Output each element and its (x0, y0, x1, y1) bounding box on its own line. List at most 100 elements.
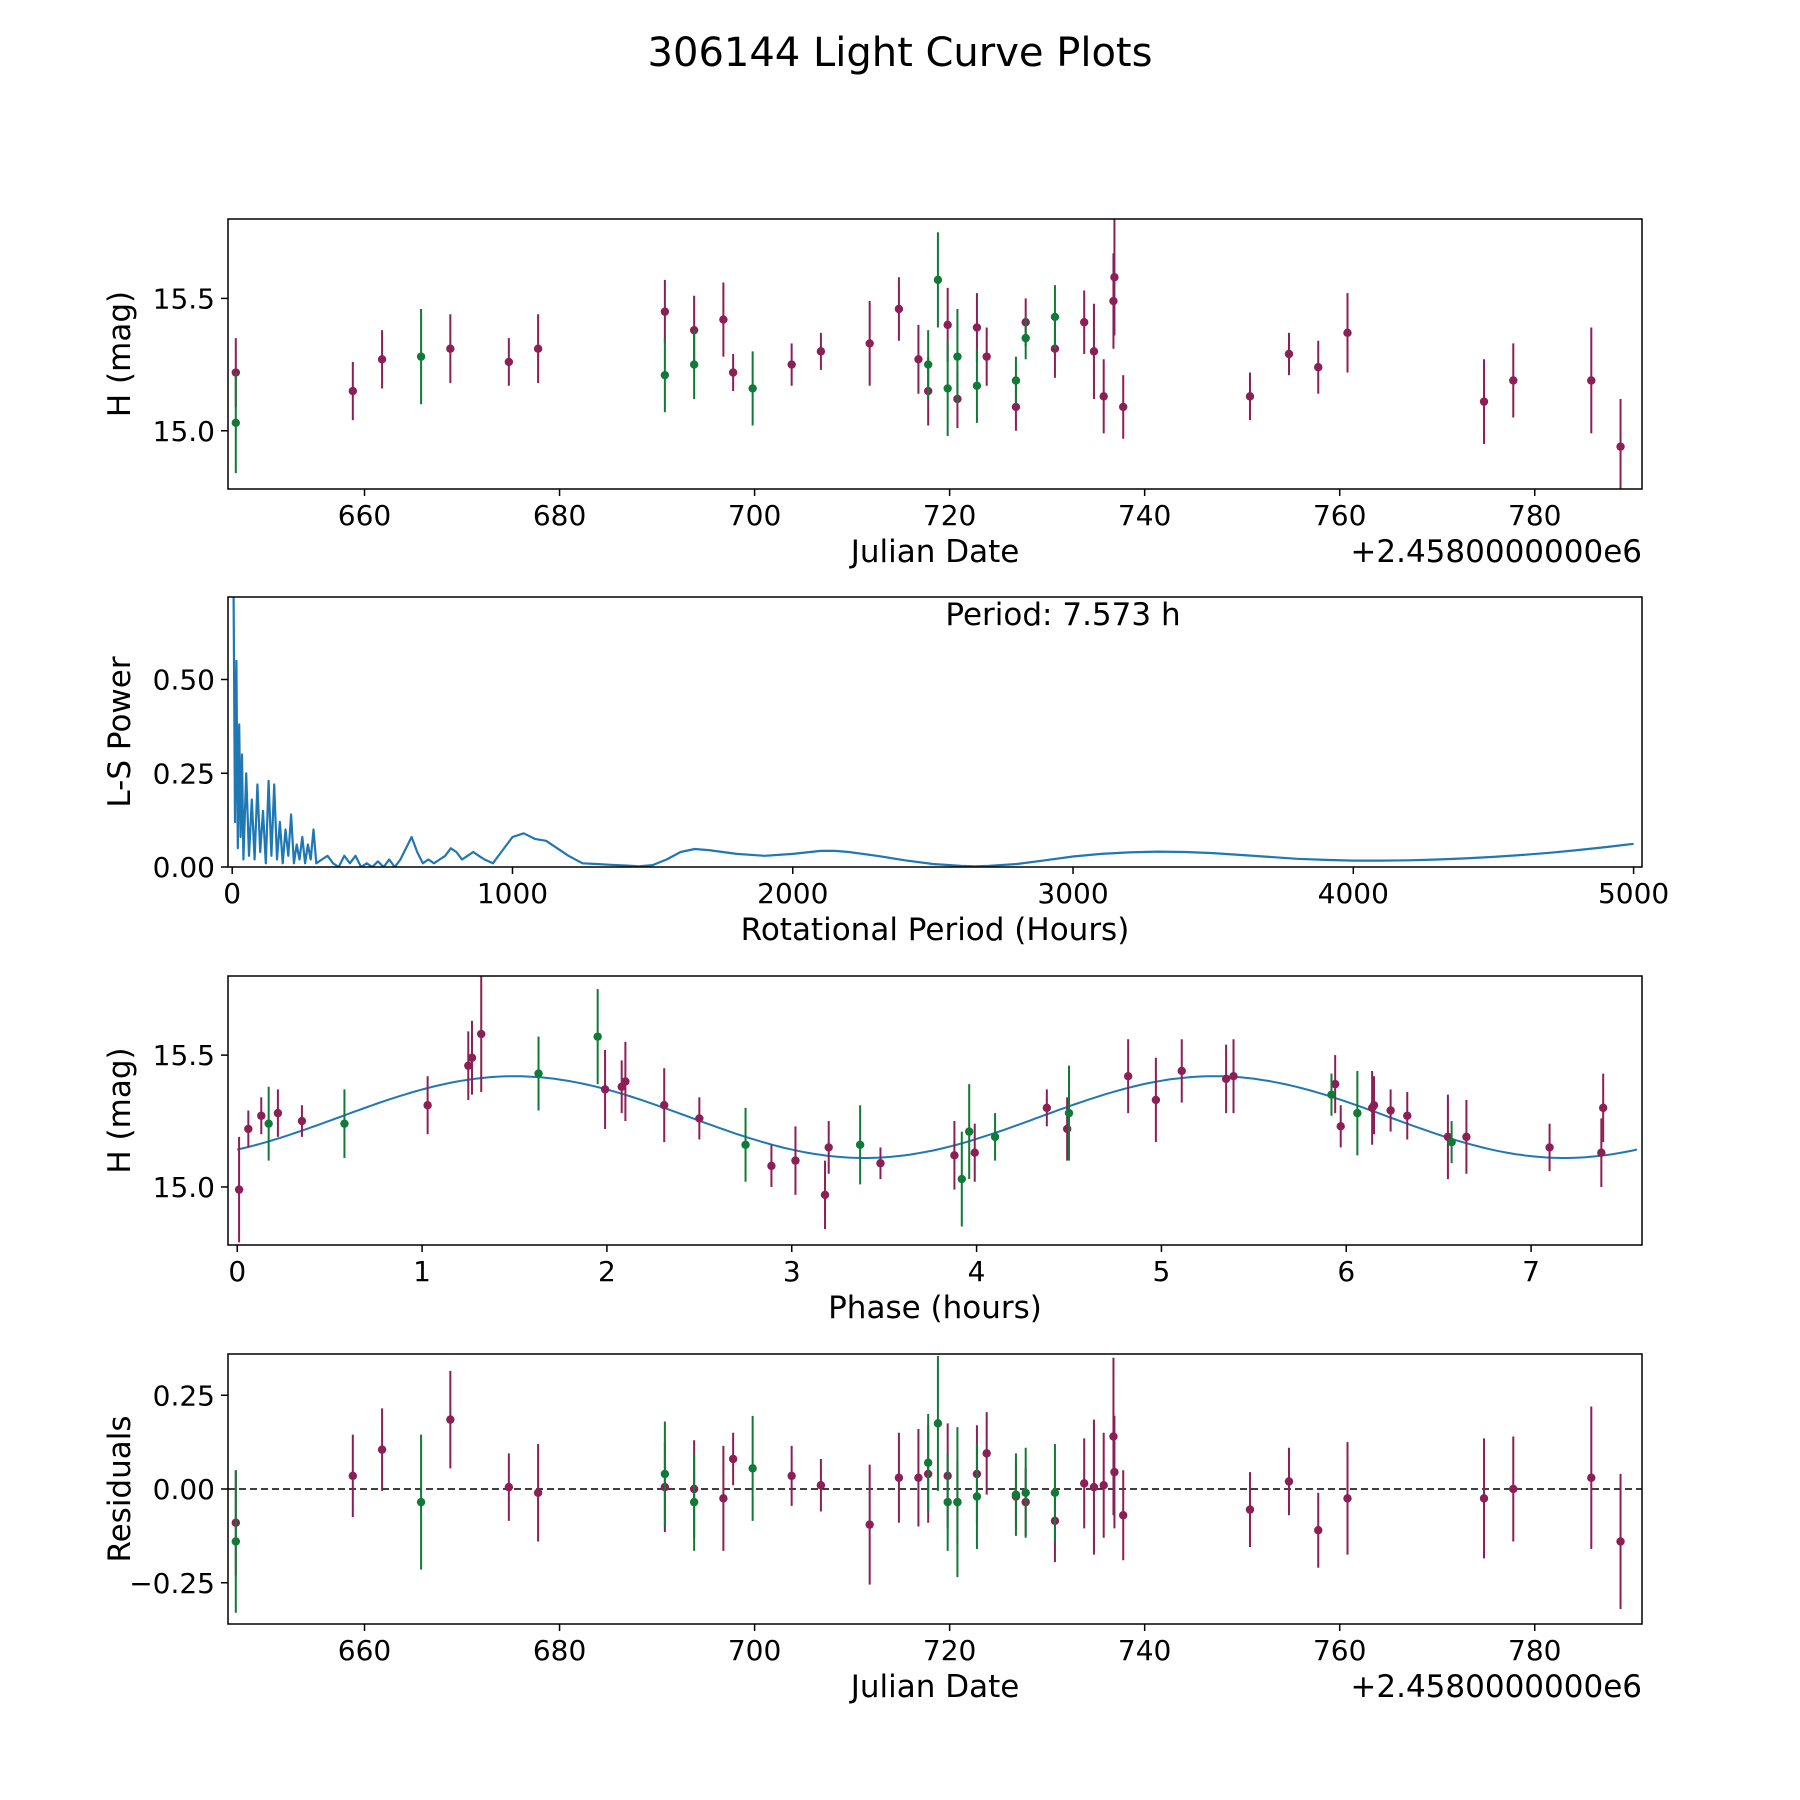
residuals-data-point (865, 1520, 874, 1529)
phased-light-curve-data-point (534, 1069, 543, 1078)
residuals-data-point (914, 1473, 923, 1482)
light-curve-data-point (231, 418, 241, 428)
phased-light-curve-data-point (964, 1127, 974, 1136)
periodogram-ylabel: L-S Power (102, 656, 138, 807)
phased-light-curve-data-point (1353, 1108, 1362, 1118)
residuals-data-point (416, 1497, 426, 1507)
residuals-data-point (1011, 1490, 1021, 1499)
residuals-xtick-label: 760 (1313, 1634, 1366, 1667)
light-curve-frame (227, 218, 1643, 490)
residuals-xlabel: Julian Date (849, 1669, 1020, 1705)
phased-light-curve-fit-curve (236, 1075, 1638, 1159)
light-curve-data-point (504, 357, 514, 367)
residuals-data-point (1119, 1511, 1128, 1520)
light-curve-data-point (1011, 376, 1021, 385)
residuals-data-point (943, 1497, 952, 1507)
light-curve-xtick-label: 700 (728, 499, 781, 532)
phased-light-curve-data-point (1062, 1124, 1072, 1134)
residuals-xtick-label: 780 (1508, 1634, 1561, 1667)
light-curve-xtick-label: 780 (1508, 499, 1561, 532)
phased-light-curve-data-point (660, 1101, 669, 1110)
phased-light-curve-data-point (1462, 1132, 1471, 1142)
periodogram-power-line (232, 597, 1634, 867)
phased-light-curve-data-point (1598, 1103, 1608, 1113)
phased-light-curve-data-point (970, 1148, 979, 1157)
phased-light-curve-data-point (257, 1111, 266, 1120)
phased-light-curve-data-point (1064, 1108, 1074, 1118)
light-curve-data-point (972, 381, 982, 390)
light-curve-ytick-label: 15.5 (153, 282, 215, 315)
phased-light-curve-xtick-label: 3 (783, 1255, 801, 1288)
phased-light-curve-data-point (1229, 1072, 1238, 1081)
residuals-series-g (231, 1355, 1060, 1613)
phased-light-curve-data-point (297, 1116, 307, 1126)
phased-light-curve-data-point (244, 1124, 253, 1134)
light-curve-xlabel: Julian Date (849, 534, 1020, 570)
phased-light-curve-data-point (741, 1140, 750, 1149)
phased-light-curve-data-point (621, 1077, 630, 1086)
light-curve-data-point (953, 352, 962, 361)
light-curve-data-point (982, 352, 991, 361)
phased-light-curve-data-point (593, 1032, 602, 1041)
residuals-ylabel: Residuals (102, 1415, 138, 1562)
residuals-data-point (1110, 1467, 1119, 1477)
phased-light-curve-data-point (1369, 1101, 1379, 1110)
light-curve-data-point (719, 315, 728, 324)
residuals-ytick-label: 0.25 (153, 1379, 215, 1412)
phased-light-curve-data-point (264, 1119, 273, 1128)
phased-light-curve-data-point (1336, 1122, 1345, 1131)
phased-light-curve-data-point (990, 1132, 1000, 1142)
light-curve-ytick-label: 15.0 (153, 415, 215, 448)
phased-light-curve-xtick-label: 5 (1153, 1255, 1171, 1288)
light-curve-data-point (1021, 333, 1030, 343)
light-curve-xtick-label: 660 (338, 499, 391, 532)
phased-light-curve-data-point (791, 1156, 800, 1165)
phased-light-curve-data-point (1151, 1095, 1161, 1105)
residuals-data-point (446, 1415, 455, 1424)
phased-light-curve-data-point (820, 1190, 830, 1200)
residuals-data-point (504, 1482, 514, 1492)
residuals-data-point (816, 1481, 826, 1490)
light-curve-data-point (1110, 273, 1119, 282)
light-curve-data-point (1509, 376, 1518, 385)
light-curve-data-point (1479, 397, 1489, 406)
light-curve-data-point (416, 352, 426, 361)
periodogram-ytick-label: 0.25 (153, 757, 215, 790)
residuals-data-point (748, 1464, 757, 1473)
phased-light-curve-axes: 0 1 2 3 4 5 6 7 15.0 15.5 Phase (hours) H (mag) (102, 975, 1643, 1326)
phased-light-curve-data-point (950, 1151, 959, 1160)
light-curve-series-r (231, 219, 1625, 489)
light-curve-data-point (1284, 349, 1294, 359)
phased-light-curve-xtick-label: 1 (413, 1255, 431, 1288)
residuals-data-point (1245, 1505, 1255, 1514)
light-curve-data-point (1119, 402, 1128, 412)
residuals-ytick-label: −0.25 (129, 1567, 215, 1600)
phased-light-curve-data-point (1447, 1137, 1456, 1147)
residuals-data-point (231, 1537, 241, 1546)
light-curve-plot-area (231, 219, 1625, 489)
light-curve-data-point (1099, 392, 1108, 401)
residuals-data-point (953, 1497, 962, 1507)
periodogram-xtick-label: 0 (223, 877, 241, 910)
phased-light-curve-data-point (1123, 1072, 1133, 1081)
phased-light-curve-xtick-label: 2 (598, 1255, 616, 1288)
phased-light-curve-plot-area (234, 976, 1638, 1243)
phased-light-curve-xlabel: Phase (hours) (828, 1290, 1042, 1326)
residuals-data-point (1479, 1494, 1489, 1503)
light-curve-data-point (914, 355, 923, 364)
light-curve-xtick-label: 720 (923, 499, 976, 532)
light-curve-data-point (533, 344, 543, 353)
residuals-offset-text: +2.4580000000e6 (1350, 1669, 1642, 1705)
light-curve-data-point (1089, 347, 1099, 356)
phased-light-curve-series-g (264, 989, 1456, 1227)
residuals-frame (227, 1353, 1643, 1625)
phased-light-curve-xtick-label: 7 (1522, 1255, 1540, 1288)
periodogram-xtick-label: 3000 (1037, 877, 1108, 910)
residuals-data-point (1616, 1537, 1625, 1546)
phased-light-curve-data-point (824, 1143, 833, 1152)
light-curve-data-point (660, 370, 670, 380)
light-curve-series-g (231, 232, 1060, 474)
phased-light-curve-data-point (876, 1159, 885, 1168)
periodogram-plot-area (232, 597, 1634, 867)
